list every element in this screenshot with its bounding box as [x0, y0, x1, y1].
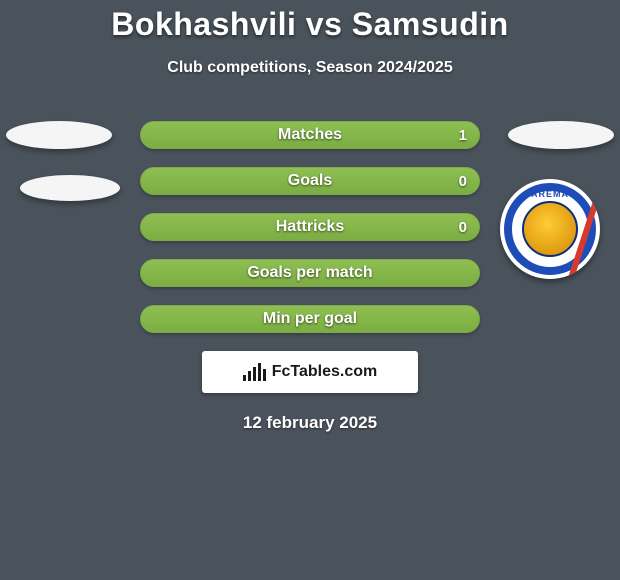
stat-bars: Matches 1 Goals 0 Hattricks 0 Goals per …: [140, 121, 480, 333]
footer-date: 12 february 2025: [0, 413, 620, 433]
bar-label: Matches: [141, 122, 479, 148]
brand-watermark: FcTables.com: [202, 351, 418, 393]
bar-hattricks: Hattricks 0: [140, 213, 480, 241]
page-subtitle: Club competitions, Season 2024/2025: [0, 59, 620, 77]
bar-label: Goals per match: [141, 260, 479, 286]
comparison-arena: AREMA Matches 1 Goals 0 Hattricks 0 Goal…: [0, 121, 620, 433]
bar-goals-per-match: Goals per match: [140, 259, 480, 287]
bar-label: Goals: [141, 168, 479, 194]
bar-matches: Matches 1: [140, 121, 480, 149]
bar-value-right: 0: [459, 214, 467, 240]
player-left-avatar-1: [6, 121, 112, 149]
page-title: Bokhashvili vs Samsudin: [0, 0, 620, 43]
bar-value-right: 1: [459, 122, 467, 148]
bar-label: Hattricks: [141, 214, 479, 240]
player-left-avatar-2: [20, 175, 120, 201]
bar-value-right: 0: [459, 168, 467, 194]
club-badge-right: AREMA: [500, 179, 600, 279]
bar-min-per-goal: Min per goal: [140, 305, 480, 333]
bar-chart-icon: [243, 363, 266, 381]
player-right-avatar: [508, 121, 614, 149]
brand-text: FcTables.com: [272, 363, 378, 381]
bar-label: Min per goal: [141, 306, 479, 332]
club-badge-text: AREMA: [531, 189, 569, 199]
bar-goals: Goals 0: [140, 167, 480, 195]
